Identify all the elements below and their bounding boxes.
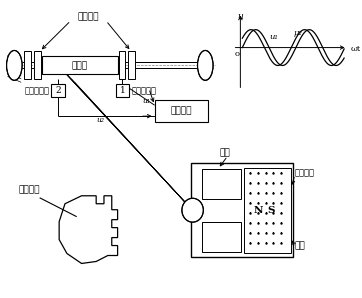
Text: 齿形圆盘: 齿形圆盘 (77, 12, 99, 21)
Ellipse shape (198, 50, 213, 80)
Bar (51, 84, 65, 97)
Bar (244, 168, 291, 252)
Text: 磁电传感器: 磁电传感器 (24, 86, 49, 95)
Text: ωt: ωt (350, 45, 361, 52)
Bar (128, 52, 135, 79)
Text: 齿形圆盘: 齿形圆盘 (18, 185, 40, 194)
Bar (155, 100, 208, 122)
Text: μ₂: μ₂ (294, 29, 302, 37)
Text: u₁: u₁ (143, 97, 151, 105)
Text: 测量仪表: 测量仪表 (171, 107, 192, 116)
Polygon shape (59, 196, 118, 263)
Text: 2: 2 (55, 86, 61, 95)
Text: S: S (268, 206, 275, 215)
Text: u₁: u₁ (269, 32, 278, 41)
Text: 1: 1 (119, 86, 125, 95)
Bar (202, 222, 241, 252)
Text: 磁电传感器: 磁电传感器 (131, 86, 156, 95)
Text: o: o (235, 49, 240, 58)
Bar (191, 163, 293, 257)
Ellipse shape (182, 198, 203, 222)
Text: N: N (253, 206, 263, 215)
Ellipse shape (7, 50, 22, 80)
Text: 铁芯: 铁芯 (295, 241, 306, 250)
Bar (115, 84, 129, 97)
Bar (202, 169, 241, 199)
Text: 永久磁铁: 永久磁铁 (295, 168, 315, 177)
Text: 线圈: 线圈 (219, 148, 230, 157)
Text: u₂: u₂ (96, 116, 104, 124)
Text: 扭转轴: 扭转轴 (72, 61, 88, 70)
Text: u: u (237, 12, 243, 21)
Bar (24, 52, 31, 79)
Bar (34, 52, 41, 79)
Bar (42, 56, 118, 74)
Bar (119, 52, 125, 79)
